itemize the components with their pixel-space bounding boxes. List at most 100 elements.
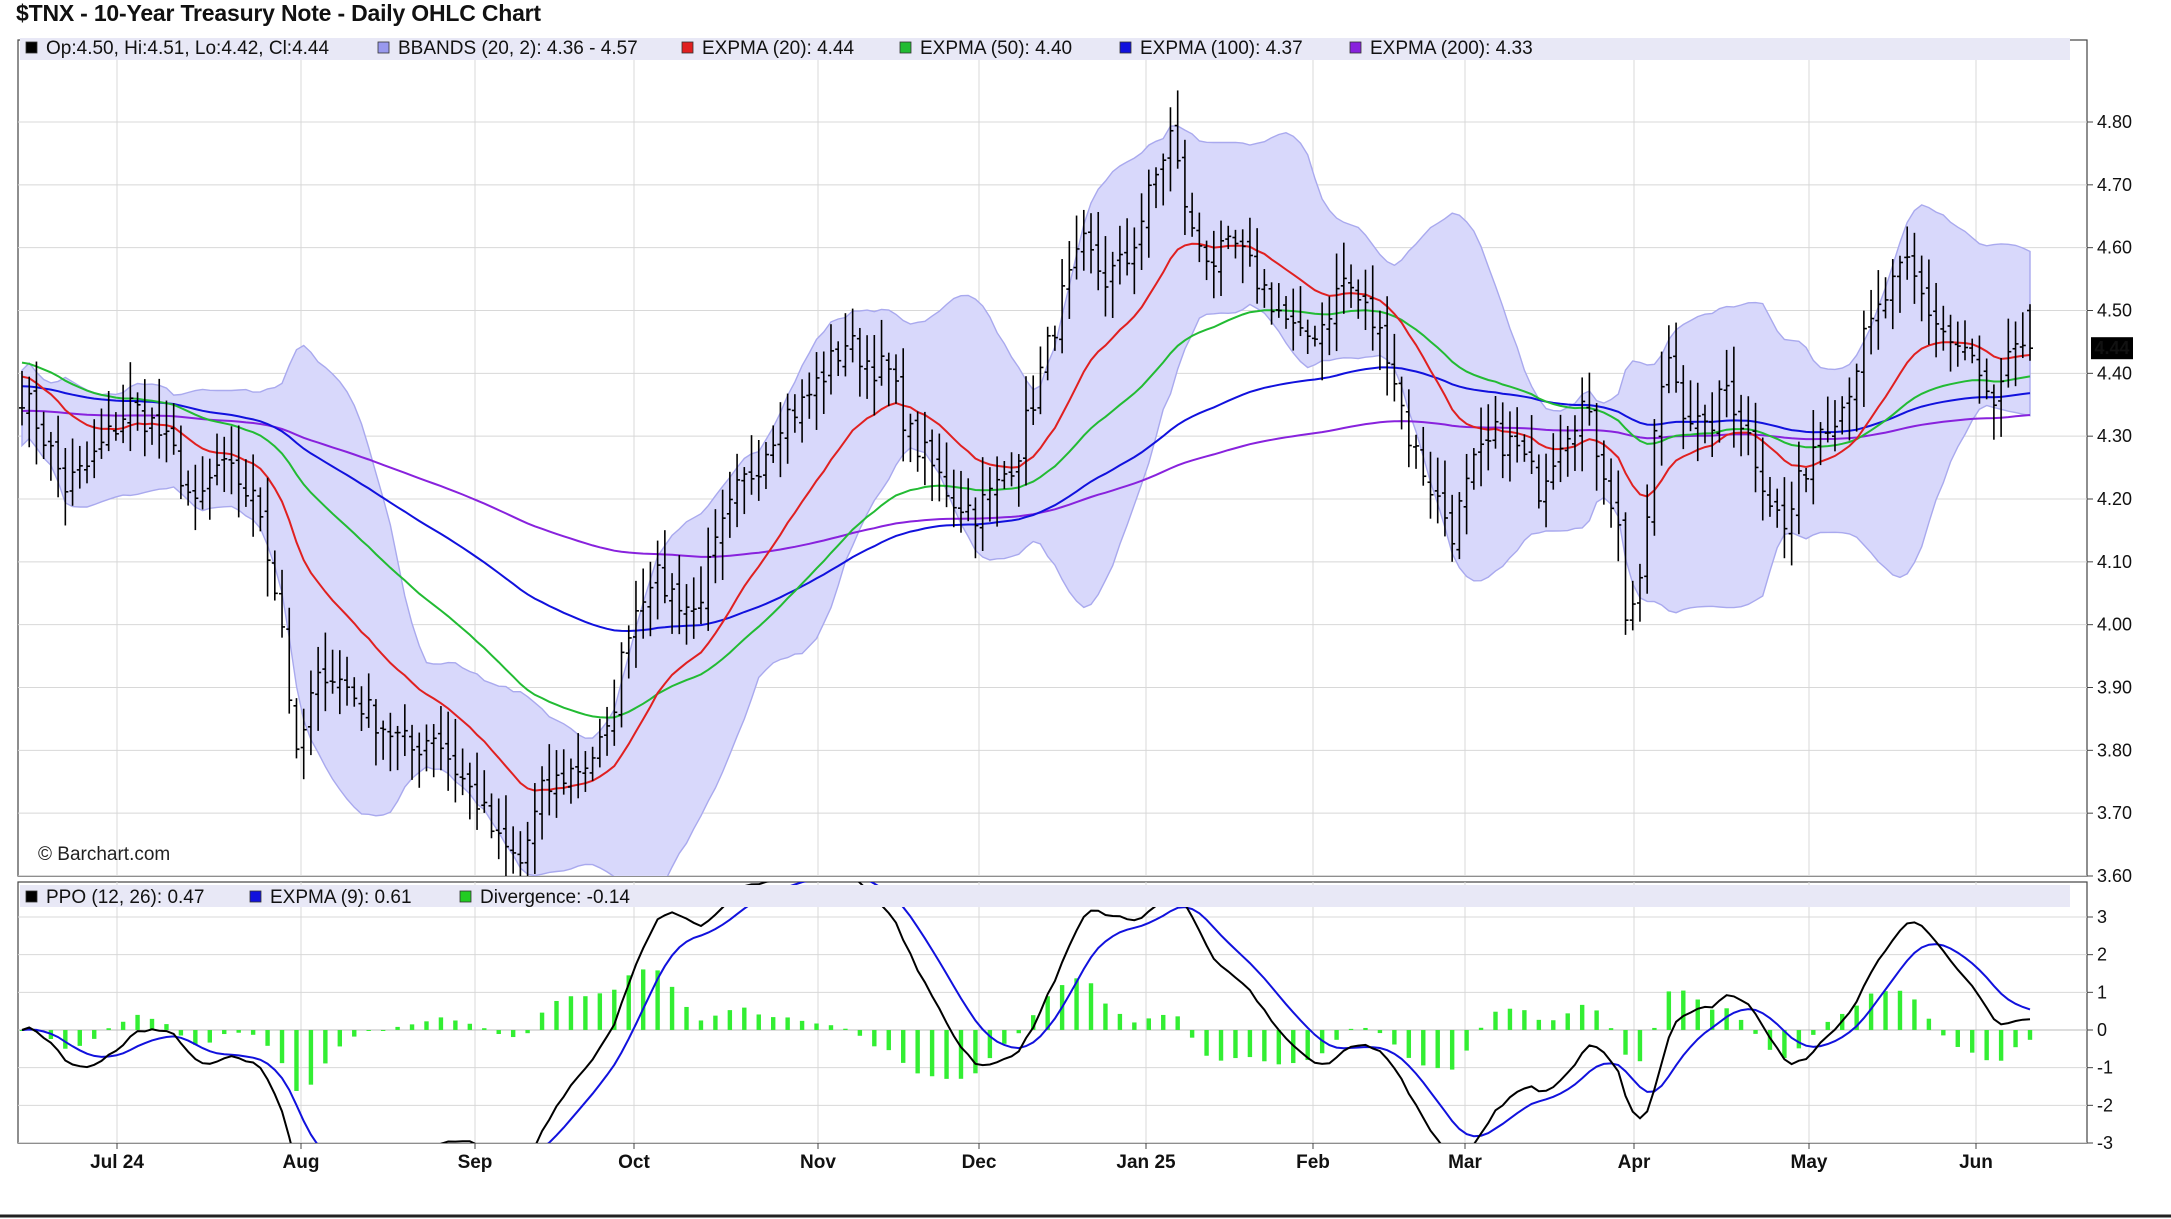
x-tick-label: Jul 24 bbox=[90, 1152, 144, 1173]
divergence-bar bbox=[395, 1026, 400, 1030]
ohlc-bar bbox=[647, 561, 654, 637]
ohlc-bar bbox=[1788, 481, 1795, 566]
ohlc-bar bbox=[2027, 304, 2033, 361]
ohlc-bar bbox=[1506, 411, 1513, 482]
ohlc-bar bbox=[943, 442, 950, 508]
ohlc-bar bbox=[1904, 226, 1911, 280]
x-tick-label: Dec bbox=[962, 1152, 997, 1173]
ohlc-bar bbox=[1203, 240, 1210, 281]
main-legend-band bbox=[20, 38, 2070, 60]
legend-label: BBANDS (20, 2): 4.36 - 4.57 bbox=[398, 38, 638, 59]
ohlc-bar bbox=[1449, 494, 1456, 562]
ohlc-bar bbox=[741, 467, 748, 515]
ohlc-bar bbox=[827, 324, 834, 395]
ohlc-bar bbox=[1059, 259, 1066, 354]
divergence-bar bbox=[250, 1030, 256, 1035]
divergence-bar bbox=[1175, 1016, 1180, 1030]
ohlc-bar bbox=[1355, 279, 1362, 319]
ohlc-bar bbox=[1145, 169, 1152, 258]
ohlc-bar bbox=[1311, 325, 1318, 347]
ohlc-bar bbox=[589, 746, 596, 781]
ohlc-bar bbox=[835, 341, 842, 376]
ohlc-bar bbox=[1535, 454, 1542, 509]
ohlc-bar bbox=[1001, 460, 1008, 489]
legend-label: Divergence: -0.14 bbox=[480, 887, 630, 908]
ohlc-bar bbox=[1615, 470, 1622, 562]
ohlc-bar bbox=[1687, 380, 1694, 432]
ohlc-bar bbox=[950, 469, 957, 528]
divergence-bar bbox=[1623, 1030, 1628, 1055]
ohlc-bar bbox=[1116, 225, 1123, 285]
ohlc-bar bbox=[401, 704, 408, 757]
ohlc-bar bbox=[365, 673, 372, 728]
divergence-bar bbox=[987, 1030, 993, 1059]
ohlc-bar bbox=[1239, 229, 1246, 284]
divergence-bar bbox=[843, 1028, 848, 1030]
ohlc-bar bbox=[250, 454, 257, 537]
ohlc-bar bbox=[293, 698, 300, 759]
divergence-bar bbox=[1998, 1030, 2004, 1061]
legend-label: EXPMA (9): 0.61 bbox=[270, 887, 412, 908]
ohlc-bar bbox=[1896, 255, 1903, 313]
ohlc-bar bbox=[1810, 410, 1817, 505]
ohlc-bar bbox=[1254, 228, 1261, 304]
ohlc-bar bbox=[1420, 426, 1427, 486]
ohlc-bar bbox=[286, 607, 293, 714]
ohlc-bar bbox=[1766, 476, 1773, 517]
ohlc-bar bbox=[856, 327, 863, 397]
ohlc-bar bbox=[1384, 296, 1391, 396]
divergence-bar bbox=[164, 1024, 169, 1030]
legend-swatch bbox=[1119, 41, 1132, 54]
ohlc-bar bbox=[734, 453, 741, 528]
ohlc-bar bbox=[1557, 414, 1564, 483]
ohlc-bar bbox=[1283, 296, 1290, 329]
ohlc-bar bbox=[134, 392, 141, 431]
ohlc-bar bbox=[1586, 372, 1593, 426]
ohlc-bar bbox=[1434, 457, 1441, 524]
divergence-bar bbox=[1031, 1015, 1036, 1030]
divergence-bar bbox=[1565, 1013, 1570, 1030]
ohlc-bar bbox=[1622, 512, 1629, 635]
ohlc-bar bbox=[1853, 363, 1860, 432]
divergence-bar bbox=[828, 1025, 834, 1030]
divergence-bar bbox=[149, 1018, 155, 1030]
ohlc-bar bbox=[524, 821, 531, 876]
ohlc-bar bbox=[1990, 384, 1997, 440]
ema-100-line bbox=[21, 366, 2031, 633]
y-tick-label-sub: -2 bbox=[2097, 1095, 2113, 1115]
divergence-bar bbox=[337, 1030, 343, 1047]
ohlc-bar bbox=[502, 795, 509, 876]
y-tick-label: 4.80 bbox=[2097, 112, 2132, 132]
ohlc-bar bbox=[1153, 167, 1160, 209]
ohlc-bar bbox=[1124, 218, 1131, 276]
x-tick-label: Nov bbox=[800, 1152, 836, 1173]
divergence-bar bbox=[1637, 1030, 1643, 1062]
divergence-bar bbox=[958, 1030, 964, 1079]
ohlc-bar bbox=[762, 442, 769, 490]
y-tick-label: 4.40 bbox=[2097, 363, 2132, 383]
divergence-bar bbox=[1478, 1027, 1484, 1030]
ema-200-line bbox=[21, 409, 2031, 558]
ohlc-bar bbox=[1167, 107, 1174, 192]
x-tick-label: Sep bbox=[458, 1152, 493, 1173]
ohlc-bar bbox=[1405, 389, 1412, 468]
ohlc-bar bbox=[1030, 375, 1037, 425]
ohlc-bar bbox=[1673, 322, 1680, 393]
ohlc-bar bbox=[192, 464, 199, 531]
ohlc-bar bbox=[2012, 321, 2019, 387]
x-tick-label: Oct bbox=[618, 1152, 650, 1173]
ohlc-bar bbox=[228, 426, 235, 495]
y-tick-label: 3.90 bbox=[2097, 678, 2132, 698]
ohlc-bar bbox=[1998, 357, 2005, 437]
ohlc-bar bbox=[1600, 440, 1607, 505]
legend-swatch bbox=[25, 890, 38, 903]
ppo-line bbox=[21, 882, 2031, 1143]
ohlc-bar bbox=[1088, 213, 1095, 274]
ohlc-bar bbox=[1564, 425, 1571, 477]
ohlc-bar bbox=[1701, 404, 1708, 444]
ohlc-bar bbox=[445, 711, 452, 791]
ohlc-bar bbox=[1644, 484, 1651, 594]
divergence-bar bbox=[1926, 1018, 1932, 1030]
y-tick-label: 4.10 bbox=[2097, 552, 2132, 572]
y-tick-label: 3.80 bbox=[2097, 740, 2132, 760]
